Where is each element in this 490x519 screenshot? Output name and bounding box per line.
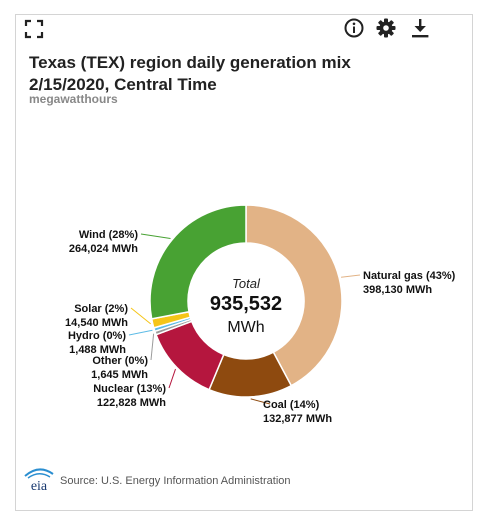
center-total-unit: MWh [227, 319, 264, 336]
chart-title: Texas (TEX) region daily generation mix … [29, 52, 429, 96]
chart-card [15, 14, 473, 511]
slice-labels: Natural gas (43%) 398,130 MWh Coal (14%) 13… [65, 229, 456, 425]
eia-logo: eia [22, 466, 56, 494]
expand-icon[interactable] [23, 18, 45, 40]
units-label: megawatthours [29, 92, 118, 106]
gear-icon[interactable] [375, 17, 397, 39]
slice-wind[interactable] [149, 204, 247, 320]
leader-line-other [150, 333, 155, 361]
chart-title-line-2: 2/15/2020, Central Time [29, 75, 217, 94]
slice-value-wind: 264,024 MWh [69, 243, 138, 255]
donut-slices [149, 204, 343, 398]
center-total-value: 935,532 [210, 293, 282, 315]
slice-label-nuclear: Nuclear (13%) [93, 383, 166, 395]
slice-value-hydro: 1,488 MWh [69, 344, 126, 356]
download-icon[interactable] [409, 17, 431, 39]
slice-value-nuclear: 122,828 MWh [97, 397, 166, 409]
info-icon[interactable] [343, 17, 365, 39]
leader-line-hydro [128, 329, 153, 336]
leader-lines [128, 233, 361, 405]
slice-value-other: 1,645 MWh [91, 369, 148, 381]
slice-label-coal: Coal (14%) [263, 399, 320, 411]
slice-label-solar: Solar (2%) [74, 303, 128, 315]
leader-line-coal [250, 398, 271, 405]
leader-line-wind [140, 233, 171, 239]
leader-line-natural-gas [341, 274, 361, 278]
slice-value-natural-gas: 398,130 MWh [363, 284, 432, 296]
eia-logo-text: eia [31, 479, 48, 492]
chart-title-line-1: Texas (TEX) region daily generation mix [29, 53, 351, 72]
center-total-label: Total [232, 276, 261, 291]
slice-label-wind: Wind (28%) [79, 229, 139, 241]
slice-label-natural-gas: Natural gas (43%) [363, 270, 456, 282]
slice-label-other: Other (0%) [92, 355, 148, 367]
leader-line-nuclear [168, 368, 176, 389]
slice-natural-gas[interactable] [245, 204, 343, 387]
leader-line-solar [130, 307, 152, 325]
source-text: Source: U.S. Energy Information Administ… [60, 475, 291, 487]
slice-value-coal: 132,877 MWh [263, 413, 332, 425]
slice-value-solar: 14,540 MWh [65, 317, 128, 329]
slice-label-hydro: Hydro (0%) [68, 330, 126, 342]
